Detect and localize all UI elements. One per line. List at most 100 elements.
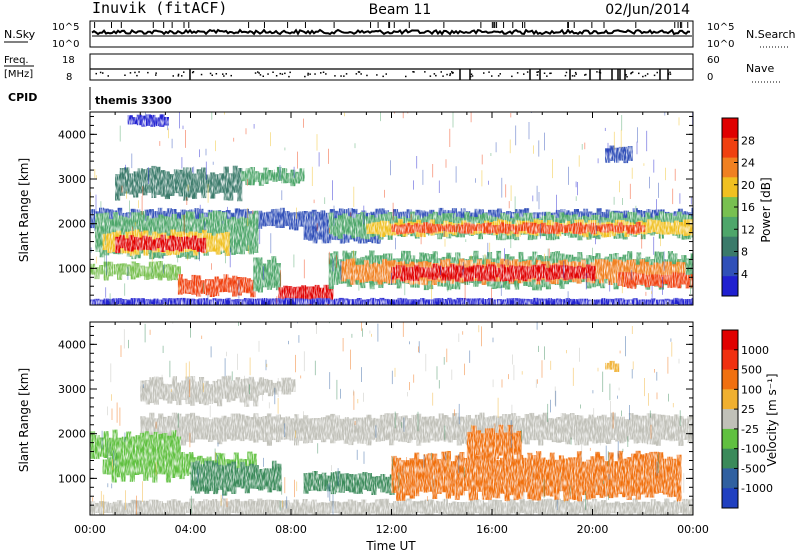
heatmap-cell	[469, 298, 475, 305]
nave-dot	[279, 72, 281, 75]
heatmap-cell	[491, 225, 497, 233]
heatmap-cell	[99, 265, 105, 275]
heatmap-cell	[680, 272, 686, 285]
heatmap-cell	[170, 459, 176, 478]
heatmap-cell	[640, 454, 646, 495]
heatmap-cell	[664, 498, 670, 515]
heatmap-cell	[528, 299, 534, 305]
heatmap-cell	[599, 224, 605, 233]
heatmap-cell	[682, 498, 688, 515]
heatmap-cell	[248, 499, 254, 515]
heatmap-cell	[95, 213, 101, 252]
heatmap-cell	[329, 500, 335, 513]
nave-dot	[452, 71, 454, 74]
heatmap-cell	[203, 499, 209, 515]
power-ylabel: Slant Range [km]	[17, 158, 31, 262]
heatmap-cell	[595, 225, 601, 232]
heatmap-cell	[158, 377, 164, 400]
heatmap-cell	[370, 222, 376, 234]
heatmap-cell	[451, 299, 457, 305]
heatmap-cell	[613, 461, 619, 498]
heatmap-cell	[319, 287, 325, 304]
heatmap-cell	[325, 298, 331, 305]
freq-left-unit: [MHz]	[4, 69, 33, 80]
heatmap-cell	[538, 414, 544, 446]
nave-dot	[284, 72, 286, 75]
heatmap-cell	[507, 424, 513, 466]
heatmap-cell	[565, 414, 571, 445]
heatmap-cell	[116, 458, 122, 478]
heatmap-cell	[146, 167, 152, 193]
heatmap-cell	[139, 298, 145, 305]
heatmap-cell	[668, 299, 674, 305]
heatmap-cell	[469, 499, 475, 515]
heatmap-cell	[146, 236, 152, 250]
heatmap-cell	[472, 456, 478, 500]
heatmap-cell	[344, 473, 350, 491]
heatmap-cell	[189, 298, 195, 305]
y-tick-label: 1000	[58, 262, 86, 275]
noise-sky-line	[91, 28, 691, 36]
heatmap-cell	[171, 412, 177, 443]
heatmap-cell	[427, 223, 433, 234]
heatmap-cell	[608, 261, 614, 285]
heatmap-cell	[99, 213, 105, 258]
heatmap-cell	[537, 499, 543, 515]
heatmap-cell	[682, 299, 688, 305]
heatmap-cell	[608, 452, 614, 499]
heatmap-cell	[216, 298, 222, 305]
heatmap-cell	[342, 213, 348, 235]
heatmap-cell	[348, 474, 354, 493]
nave-dot	[107, 75, 109, 77]
heatmap-cell	[163, 117, 169, 126]
heatmap-cell	[633, 414, 639, 444]
heatmap-cell	[655, 414, 661, 446]
heatmap-cell	[468, 451, 474, 501]
heatmap-cell	[162, 298, 168, 305]
heatmap-cell	[619, 416, 625, 444]
nave-dot	[470, 73, 473, 75]
heatmap-cell	[217, 464, 223, 491]
heatmap-cell	[631, 453, 637, 496]
heatmap-cell	[230, 216, 236, 255]
heatmap-cell	[239, 216, 245, 255]
heatmap-cell	[298, 418, 304, 441]
heatmap-cell	[563, 458, 569, 501]
heatmap-cell	[285, 416, 291, 440]
colorbar-tick-label: -1000	[741, 482, 773, 495]
heatmap-cell	[447, 502, 453, 515]
heatmap-cell	[682, 219, 688, 236]
heatmap-cell	[138, 460, 144, 475]
heatmap-cell	[271, 460, 277, 491]
heatmap-cell	[108, 298, 114, 305]
heatmap-cell	[424, 499, 430, 515]
heatmap-cell	[253, 413, 259, 443]
heatmap-cell	[182, 278, 188, 294]
heatmap-cell	[148, 299, 154, 305]
heatmap-cell	[361, 299, 367, 305]
heatmap-cell	[99, 437, 105, 457]
heatmap-cell	[281, 377, 287, 395]
heatmap-cell	[316, 418, 322, 440]
heatmap-cell	[167, 384, 173, 404]
colorbar-frame	[721, 329, 739, 509]
heatmap-cell	[518, 265, 524, 281]
heatmap-cell	[169, 174, 175, 196]
station-title: Inuvik (fitACF)	[92, 0, 227, 17]
heatmap-cell	[537, 298, 543, 305]
heatmap-cell	[480, 433, 486, 465]
heatmap-cell	[148, 261, 154, 280]
heatmap-cell	[190, 462, 196, 491]
heatmap-cell	[302, 298, 308, 305]
heatmap-cell	[348, 418, 354, 446]
colorbar-tick-label: -25	[741, 423, 759, 436]
colorbar-swatch	[722, 177, 738, 198]
heatmap-cell	[120, 452, 126, 482]
heatmap-cell	[512, 432, 518, 455]
heatmap-cell	[406, 299, 412, 305]
heatmap-cell	[279, 500, 285, 515]
heatmap-cell	[248, 298, 254, 305]
heatmap-cell	[312, 418, 318, 440]
heatmap-cell	[554, 459, 560, 500]
heatmap-cell	[531, 265, 537, 278]
